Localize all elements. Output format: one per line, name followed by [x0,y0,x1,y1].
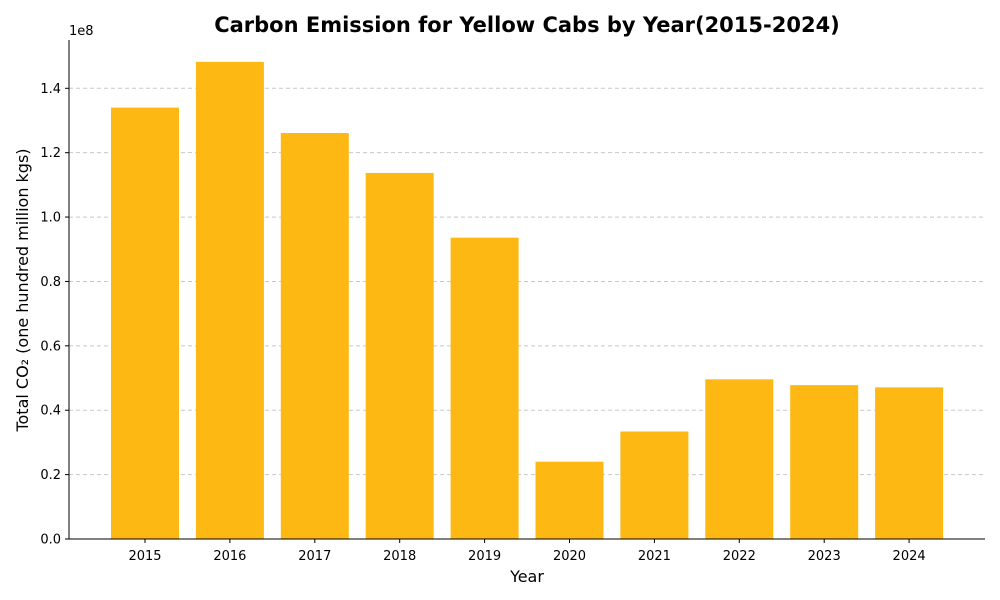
x-tick-label: 2017 [298,549,331,564]
y-axis-offset-label: 1e8 [69,24,94,39]
x-tick-label: 2015 [128,549,161,564]
y-axis-label: Total CO₂ (one hundred million kgs) [13,148,32,432]
bar-2015 [111,107,179,540]
x-tick-label: 2018 [383,549,416,564]
bar-2023 [790,385,859,539]
bars [111,61,944,540]
y-tick-label: 1.0 [40,211,61,226]
x-tick-label: 2022 [723,549,756,564]
y-axis-ticks: 0.0 0.2 0.4 0.6 0.8 1.0 1.2 1.4 [40,82,69,548]
x-tick-label: 2024 [893,549,926,564]
bar-2018 [365,172,434,539]
x-tick-label: 2020 [553,549,586,564]
bar-2022 [705,379,774,539]
x-tick-label: 2019 [468,549,501,564]
x-axis-label: Year [509,567,544,586]
bar-2019 [450,237,519,539]
y-tick-label: 1.4 [40,82,61,97]
x-axis-ticks: 2015 2016 2017 2018 2019 2020 2021 2022 2023 2024 [128,539,926,564]
y-tick-label: 0.4 [40,404,61,419]
y-tick-label: 0.2 [40,468,61,483]
x-tick-label: 2021 [638,549,671,564]
bar-2020 [535,461,604,539]
bar-2017 [280,133,349,539]
y-tick-label: 0.8 [40,275,61,290]
y-tick-label: 0.6 [40,339,61,354]
y-tick-label: 1.2 [40,146,61,161]
bar-2024 [875,387,944,539]
x-tick-label: 2016 [213,549,246,564]
bar-2016 [195,61,264,540]
y-tick-label: 0.0 [40,533,61,548]
chart-title: Carbon Emission for Yellow Cabs by Year(… [214,13,840,37]
x-tick-label: 2023 [808,549,841,564]
bar-2021 [620,431,689,539]
